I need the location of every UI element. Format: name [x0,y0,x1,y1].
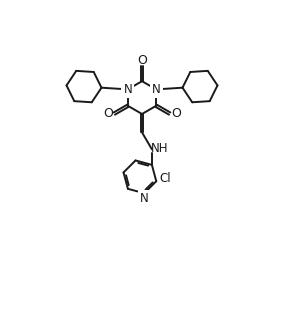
Text: O: O [103,107,113,120]
Text: NH: NH [151,142,169,155]
Text: N: N [152,83,160,96]
Text: O: O [171,107,181,120]
Text: N: N [140,192,149,205]
Text: Cl: Cl [160,173,171,185]
Text: N: N [124,83,132,96]
Text: O: O [137,54,147,67]
